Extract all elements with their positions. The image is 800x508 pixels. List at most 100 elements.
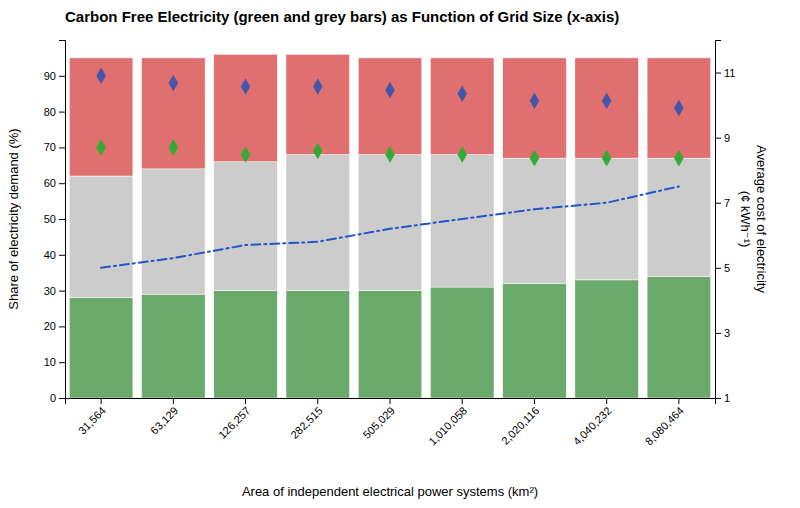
diamond-marker xyxy=(386,147,395,163)
tick-mark xyxy=(715,203,721,204)
bar xyxy=(647,158,711,276)
bar xyxy=(214,54,278,161)
tick-label: 1 xyxy=(724,392,730,404)
title: Carbon Free Electricity (green and grey … xyxy=(65,8,619,25)
bar xyxy=(503,58,567,158)
y2-tick: 7 xyxy=(715,197,730,209)
tick-label: 0 xyxy=(50,392,56,404)
x-tick: 2,020,116 xyxy=(499,398,542,447)
tick-mark xyxy=(715,138,721,139)
bar xyxy=(358,58,422,155)
y-tick: 90 xyxy=(44,70,65,82)
tick-label: 10 xyxy=(44,356,56,368)
y-tick: 30 xyxy=(44,285,65,297)
tick-label: 282,515 xyxy=(288,404,325,441)
tick-label: 8,080,464 xyxy=(643,404,686,447)
axis-line xyxy=(716,41,722,399)
x-axis: 31,56463,129126,257282,515505,0291,010,0… xyxy=(66,398,716,447)
bar-series xyxy=(69,276,710,398)
line xyxy=(101,186,679,267)
y-axis-label: Share of electricity demand (%) xyxy=(6,128,21,309)
diamond-marker xyxy=(458,86,467,102)
bar xyxy=(503,158,567,283)
y2-axis: 1 3 5 7 9 11 xyxy=(715,41,735,405)
diamond-marker xyxy=(674,150,683,166)
plot: 0102030405060708090135791131,56463,12912… xyxy=(44,41,736,448)
bar xyxy=(647,276,711,398)
tick-label: 60 xyxy=(44,177,56,189)
bar xyxy=(69,58,133,176)
bar-series xyxy=(69,155,710,298)
bar xyxy=(69,298,133,398)
tick-label: 50 xyxy=(44,213,56,225)
tick-label: 80 xyxy=(44,106,56,118)
y-tick: 70 xyxy=(44,141,65,153)
y2-axis-label: Average cost of electricity(¢ kWh⁻¹) xyxy=(738,145,769,293)
tick-mark xyxy=(715,73,721,74)
diamond-marker xyxy=(386,82,395,98)
tick-mark xyxy=(59,76,65,77)
tick-mark xyxy=(59,326,65,327)
tick-mark xyxy=(59,219,65,220)
chart: 0102030405060708090135791131,56463,12912… xyxy=(0,0,800,508)
tick-mark xyxy=(317,398,318,404)
bar xyxy=(69,176,133,298)
tick-label: 7 xyxy=(724,197,730,209)
axis-line xyxy=(59,41,66,399)
tick-label: 126,257 xyxy=(216,404,253,441)
bar xyxy=(358,291,422,398)
tick-mark xyxy=(390,398,391,404)
tick-mark xyxy=(173,398,174,404)
tick-mark xyxy=(59,255,65,256)
bar xyxy=(430,287,494,398)
diamond-marker xyxy=(674,100,683,116)
tick-label: 70 xyxy=(44,141,56,153)
x-tick: 282,515 xyxy=(288,398,325,441)
tick-label: 31,564 xyxy=(76,404,108,436)
bar xyxy=(142,58,206,169)
diamond-marker xyxy=(313,79,322,95)
scatter-series xyxy=(97,140,684,166)
bar xyxy=(647,58,711,158)
diamond-marker xyxy=(313,143,322,159)
y2-tick: 9 xyxy=(715,132,730,144)
tick-label: 90 xyxy=(44,70,56,82)
x-tick: 4,040,232 xyxy=(571,398,614,447)
y-tick: 80 xyxy=(44,106,65,118)
y-tick: 50 xyxy=(44,213,65,225)
bar xyxy=(575,158,639,280)
bar xyxy=(214,162,278,291)
bar xyxy=(142,294,206,398)
x-tick: 8,080,464 xyxy=(643,398,686,447)
bar xyxy=(286,155,350,291)
y2-tick: 1 xyxy=(715,392,730,404)
tick-mark xyxy=(245,398,246,404)
bar xyxy=(430,58,494,155)
diamond-marker xyxy=(602,93,611,109)
axis-line xyxy=(66,399,716,405)
bar-series xyxy=(69,54,710,176)
tick-mark xyxy=(715,268,721,269)
diamond-marker xyxy=(169,140,178,156)
diamond-marker xyxy=(602,150,611,166)
diamond-marker xyxy=(530,150,539,166)
tick-mark xyxy=(101,398,102,404)
tick-label: 505,029 xyxy=(360,404,397,441)
tick-label: 40 xyxy=(44,249,56,261)
tick-mark xyxy=(678,398,679,404)
tick-label: 5 xyxy=(724,262,730,274)
bar xyxy=(214,291,278,398)
x-tick: 505,029 xyxy=(360,398,397,441)
x-tick: 126,257 xyxy=(216,398,253,441)
diamond-marker xyxy=(458,147,467,163)
scatter-series xyxy=(97,68,684,116)
y-tick: 0 xyxy=(50,392,65,404)
bar xyxy=(575,280,639,398)
bar xyxy=(430,155,494,287)
y2-tick: 11 xyxy=(715,67,735,79)
y2-tick: 3 xyxy=(715,327,730,339)
tick-mark xyxy=(462,398,463,404)
y-tick: 20 xyxy=(44,320,65,332)
tick-mark xyxy=(59,398,65,399)
tick-mark xyxy=(59,183,65,184)
